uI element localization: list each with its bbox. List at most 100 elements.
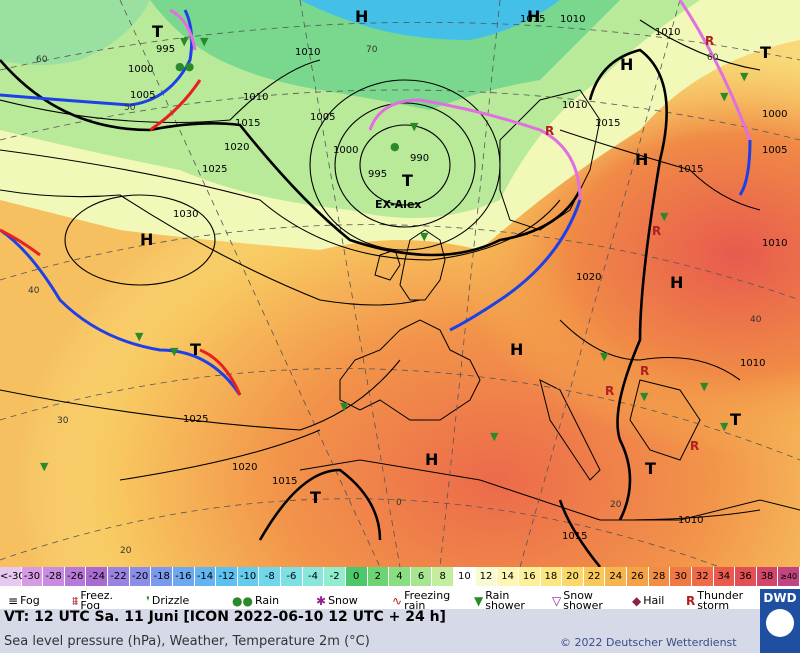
grid-label: 60 [707, 53, 719, 63]
isobar-label: 1020 [224, 142, 249, 153]
info-bar: VT: 12 UTC Sa. 11 Juni [ICON 2022-06-10 … [0, 609, 800, 653]
svg-text:▼: ▼ [740, 70, 749, 83]
svg-text:▼: ▼ [410, 120, 419, 133]
scale-cell: 34 [713, 567, 736, 586]
low-pressure-3: T [760, 43, 771, 62]
svg-text:▼: ▼ [200, 35, 209, 48]
isobar-label: 1015 [678, 164, 703, 175]
cold-west [0, 0, 150, 65]
scale-cell: 20 [562, 567, 584, 586]
isobar-label: 1010 [243, 92, 268, 103]
coastlines [299, 89, 800, 521]
isobar-label: 1020 [576, 272, 601, 283]
italy-coast [539, 379, 601, 481]
cold-front-central [449, 199, 582, 332]
isobar-label: 995 [368, 169, 387, 180]
svg-text:▼: ▼ [135, 330, 144, 343]
warm-front-sw [199, 348, 242, 396]
legend-snow-shower: ▽ Snow shower [552, 589, 603, 612]
valid-time: VT: 12 UTC Sa. 11 Juni [ICON 2022-06-10 … [4, 609, 446, 625]
svg-text:R: R [705, 34, 714, 48]
scale-cell: -30 [21, 567, 44, 586]
svg-text:▼: ▼ [340, 400, 349, 413]
svg-text:R: R [545, 124, 554, 138]
svg-text:▼: ▼ [700, 380, 709, 393]
thunderstorm-icon: R [686, 594, 696, 608]
isobar-label: 1000 [762, 109, 787, 120]
scale-cell: -14 [194, 567, 217, 586]
scale-cell: 2 [367, 567, 390, 586]
grid-label: 50 [124, 103, 136, 113]
cold-front-ne [738, 139, 752, 196]
isobar-label: 1010 [560, 14, 585, 25]
isobar-label: 995 [156, 44, 175, 55]
dwd-logo[interactable]: DWD [760, 589, 800, 653]
snow-shower-icon: ▽ [552, 594, 562, 608]
grid-label: 40 [750, 315, 762, 325]
cold-front-west [0, 228, 242, 396]
isobar-label: 1015 [520, 14, 545, 25]
legend-rain-shower: ▼ Rain shower [474, 589, 525, 612]
thunderstorm-symbols: R R R R R R [545, 34, 714, 453]
rain-icon: ●● [232, 594, 253, 608]
scale-cell: -20 [129, 567, 152, 586]
scale-cell: -22 [108, 567, 130, 586]
legend-thunderstorm: R Thunder storm [686, 589, 744, 612]
svg-text:▼: ▼ [600, 350, 609, 363]
high-pressure-2: H [355, 7, 368, 26]
scale-cell: 36 [735, 567, 757, 586]
coldest-zone [300, 0, 560, 40]
temperature-scale: <-30 -30 -28 -26 -24 -22 -20 -18 -16 -14 -12 -10 -8-… [0, 567, 800, 600]
isobar-label: 990 [410, 153, 429, 164]
isobar-label: 1015 [595, 118, 620, 129]
hail-icon: ◆ [632, 594, 642, 608]
isobar-label: 1020 [232, 462, 257, 473]
svg-text:▼: ▼ [180, 35, 189, 48]
low-pressure-7: T [310, 488, 321, 507]
high-pressure-7: H [425, 450, 438, 469]
svg-text:▼: ▼ [640, 390, 649, 403]
isobar-label: 1000 [128, 64, 153, 75]
low-pressure-4: T [190, 340, 201, 359]
africa-coast [299, 459, 800, 521]
warm-front-west [0, 228, 41, 257]
britain-coast [399, 229, 446, 301]
scale-cell: -6 [281, 567, 303, 586]
scale-cell: 10 [454, 567, 476, 586]
isobar-label: 1010 [678, 515, 703, 526]
scale-cell: 26 [627, 567, 649, 586]
low-pressure-5: T [730, 410, 741, 429]
scale-cell: -10 [237, 567, 260, 586]
scale-cell: -4 [302, 567, 325, 586]
grid-label: 30 [57, 416, 69, 426]
legend-drizzle: ❜ Drizzle [146, 594, 190, 608]
lat-lon-grid [0, 0, 800, 567]
high-pressure-8: H [527, 7, 540, 26]
svg-text:▼: ▼ [490, 430, 499, 443]
scale-cell: -26 [64, 567, 87, 586]
scale-cell: 30 [670, 567, 692, 586]
isobar-label: 1010 [762, 238, 787, 249]
occlusion-ne [678, 0, 752, 141]
scale-cell: 38 [756, 567, 779, 586]
isobar-label: 1005 [762, 145, 787, 156]
svg-text:●: ● [390, 140, 400, 153]
scale-cell: 16 [518, 567, 541, 586]
copyright: © 2022 Deutscher Wetterdienst [560, 636, 737, 649]
scale-cell: -12 [216, 567, 238, 586]
scale-cell: 0 [345, 567, 368, 586]
weather-map: H H H H H H H H T T T T T T T EX-Alex 99… [0, 0, 800, 567]
freezing-fog-icon: ⩩ [72, 593, 79, 608]
svg-text:▼: ▼ [660, 210, 669, 223]
scale-cell: 12 [475, 567, 498, 586]
isobars-main [0, 48, 668, 567]
legend-fog: ≡ Fog [8, 594, 40, 608]
svg-text:R: R [652, 224, 661, 238]
scale-cell: 6 [410, 567, 433, 586]
scale-cell: 22 [583, 567, 606, 586]
grid-label: 0 [396, 498, 402, 508]
scale-cell: 24 [605, 567, 627, 586]
isobar-label: 1010 [295, 47, 320, 58]
dwd-logo-icon [766, 609, 794, 637]
scale-cell: <-30 [0, 567, 25, 586]
